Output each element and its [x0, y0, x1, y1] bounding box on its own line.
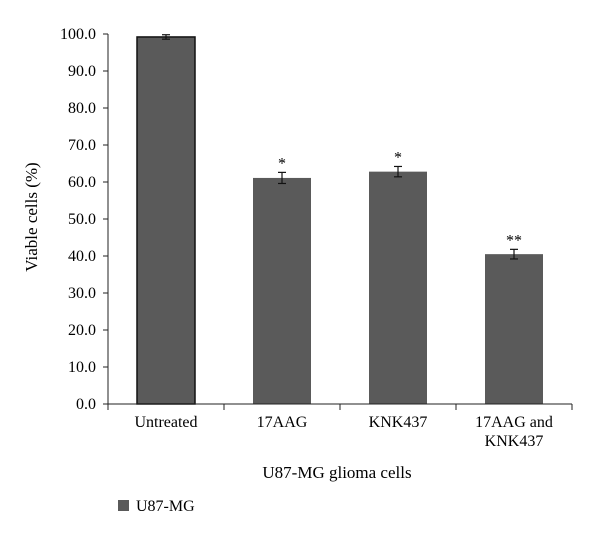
x-tick-label: KNK437: [369, 414, 428, 431]
y-axis-title: Viable cells (%): [22, 162, 41, 271]
y-tick-label: 30.0: [68, 285, 96, 302]
bar: [485, 254, 543, 404]
bars: * ***: [136, 34, 543, 405]
x-tick-label: 17AAG and: [475, 414, 553, 431]
legend-label: U87-MG: [136, 498, 195, 515]
significance-marker: *: [394, 149, 402, 166]
legend-swatch: [118, 500, 129, 511]
significance-marker: *: [278, 155, 286, 172]
y-tick-label: 100.0: [60, 26, 96, 43]
y-tick-label: 80.0: [68, 100, 96, 117]
y-tick-label: 0.0: [76, 396, 96, 413]
significance-marker: **: [506, 232, 522, 249]
x-axis: Untreated 17AAG KNK437 17AAG and KNK437: [107, 403, 573, 450]
y-tick-label: 60.0: [68, 174, 96, 191]
x-tick-label: KNK437: [485, 433, 544, 450]
legend: U87-MG: [118, 498, 195, 515]
y-tick-label: 70.0: [68, 137, 96, 154]
x-tick-label: Untreated: [134, 414, 197, 431]
y-tick-label: 10.0: [68, 359, 96, 376]
bar: [136, 36, 196, 405]
y-tick-label: 20.0: [68, 322, 96, 339]
x-tick-label: 17AAG: [257, 414, 308, 431]
bar: [369, 171, 427, 404]
y-axis: 0.0 10.0 20.0 30.0 40.0 50.0 60.0 70.0 80.0 90.0 1…: [60, 26, 109, 413]
bar: [253, 177, 311, 404]
y-tick-label: 90.0: [68, 63, 96, 80]
y-tick-label: 50.0: [68, 211, 96, 228]
y-tick-label: 40.0: [68, 248, 96, 265]
x-axis-title: U87-MG glioma cells: [262, 463, 411, 482]
